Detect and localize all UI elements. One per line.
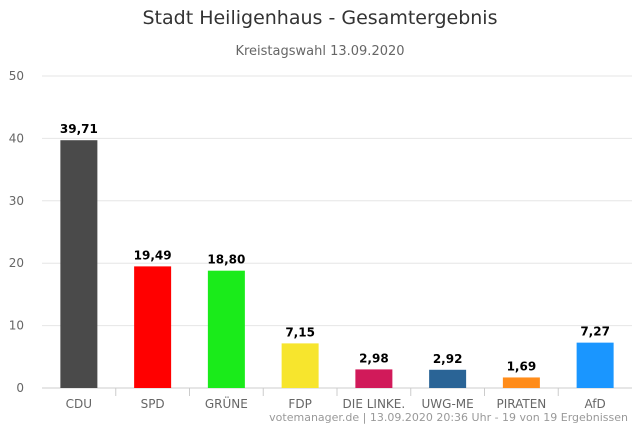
data-label: 1,69: [507, 359, 537, 373]
data-label: 39,71: [60, 122, 98, 136]
bar-uwg-me: [429, 369, 467, 388]
data-label: 2,92: [433, 352, 463, 366]
data-label: 7,27: [580, 325, 610, 339]
data-label: 2,98: [359, 351, 389, 365]
x-tick-label: AfD: [585, 397, 606, 411]
data-label: 19,49: [134, 248, 172, 262]
x-tick-label: UWG-ME: [422, 397, 474, 411]
chart-title: Stadt Heiligenhaus - Gesamtergebnis: [143, 7, 498, 29]
y-tick-label: 30: [9, 194, 24, 208]
x-tick-label: CDU: [66, 397, 92, 411]
y-tick-label: 20: [9, 256, 24, 270]
x-tick-label: GRÜNE: [205, 395, 248, 411]
x-tick-label: PIRATEN: [496, 397, 546, 411]
bar-afd: [576, 342, 614, 388]
x-tick-label: DIE LINKE.: [343, 397, 406, 411]
data-label: 7,15: [285, 325, 315, 339]
bars: [60, 140, 614, 388]
y-tick-label: 40: [9, 131, 24, 145]
y-axis-ticks: 0 10 20 30 40 50: [9, 69, 24, 395]
bar-die-linke: [355, 369, 393, 388]
y-tick-label: 50: [9, 69, 24, 83]
y-tick-label: 0: [16, 381, 24, 395]
bar-fdp: [281, 343, 319, 388]
bar-cdu: [60, 140, 98, 388]
x-tick-label: SPD: [141, 397, 165, 411]
gridlines: [42, 75, 632, 389]
y-tick-label: 10: [9, 319, 24, 333]
data-label: 18,80: [207, 253, 245, 267]
footer-credit: votemanager.de | 13.09.2020 20:36 Uhr - …: [269, 411, 628, 424]
bar-spd: [134, 266, 172, 388]
bar-piraten: [502, 377, 540, 388]
bar-grüne: [207, 270, 245, 388]
data-labels: 39,71 19,49 18,80 7,15 2,98 2,92 1,69 7,27: [60, 122, 610, 373]
x-tick-label: FDP: [288, 397, 311, 411]
chart-subtitle: Kreistagswahl 13.09.2020: [235, 44, 404, 59]
x-axis-ticks: CDU SPD GRÜNE FDP DIE LINKE. UWG-ME PIRATEN AfD: [66, 388, 606, 411]
